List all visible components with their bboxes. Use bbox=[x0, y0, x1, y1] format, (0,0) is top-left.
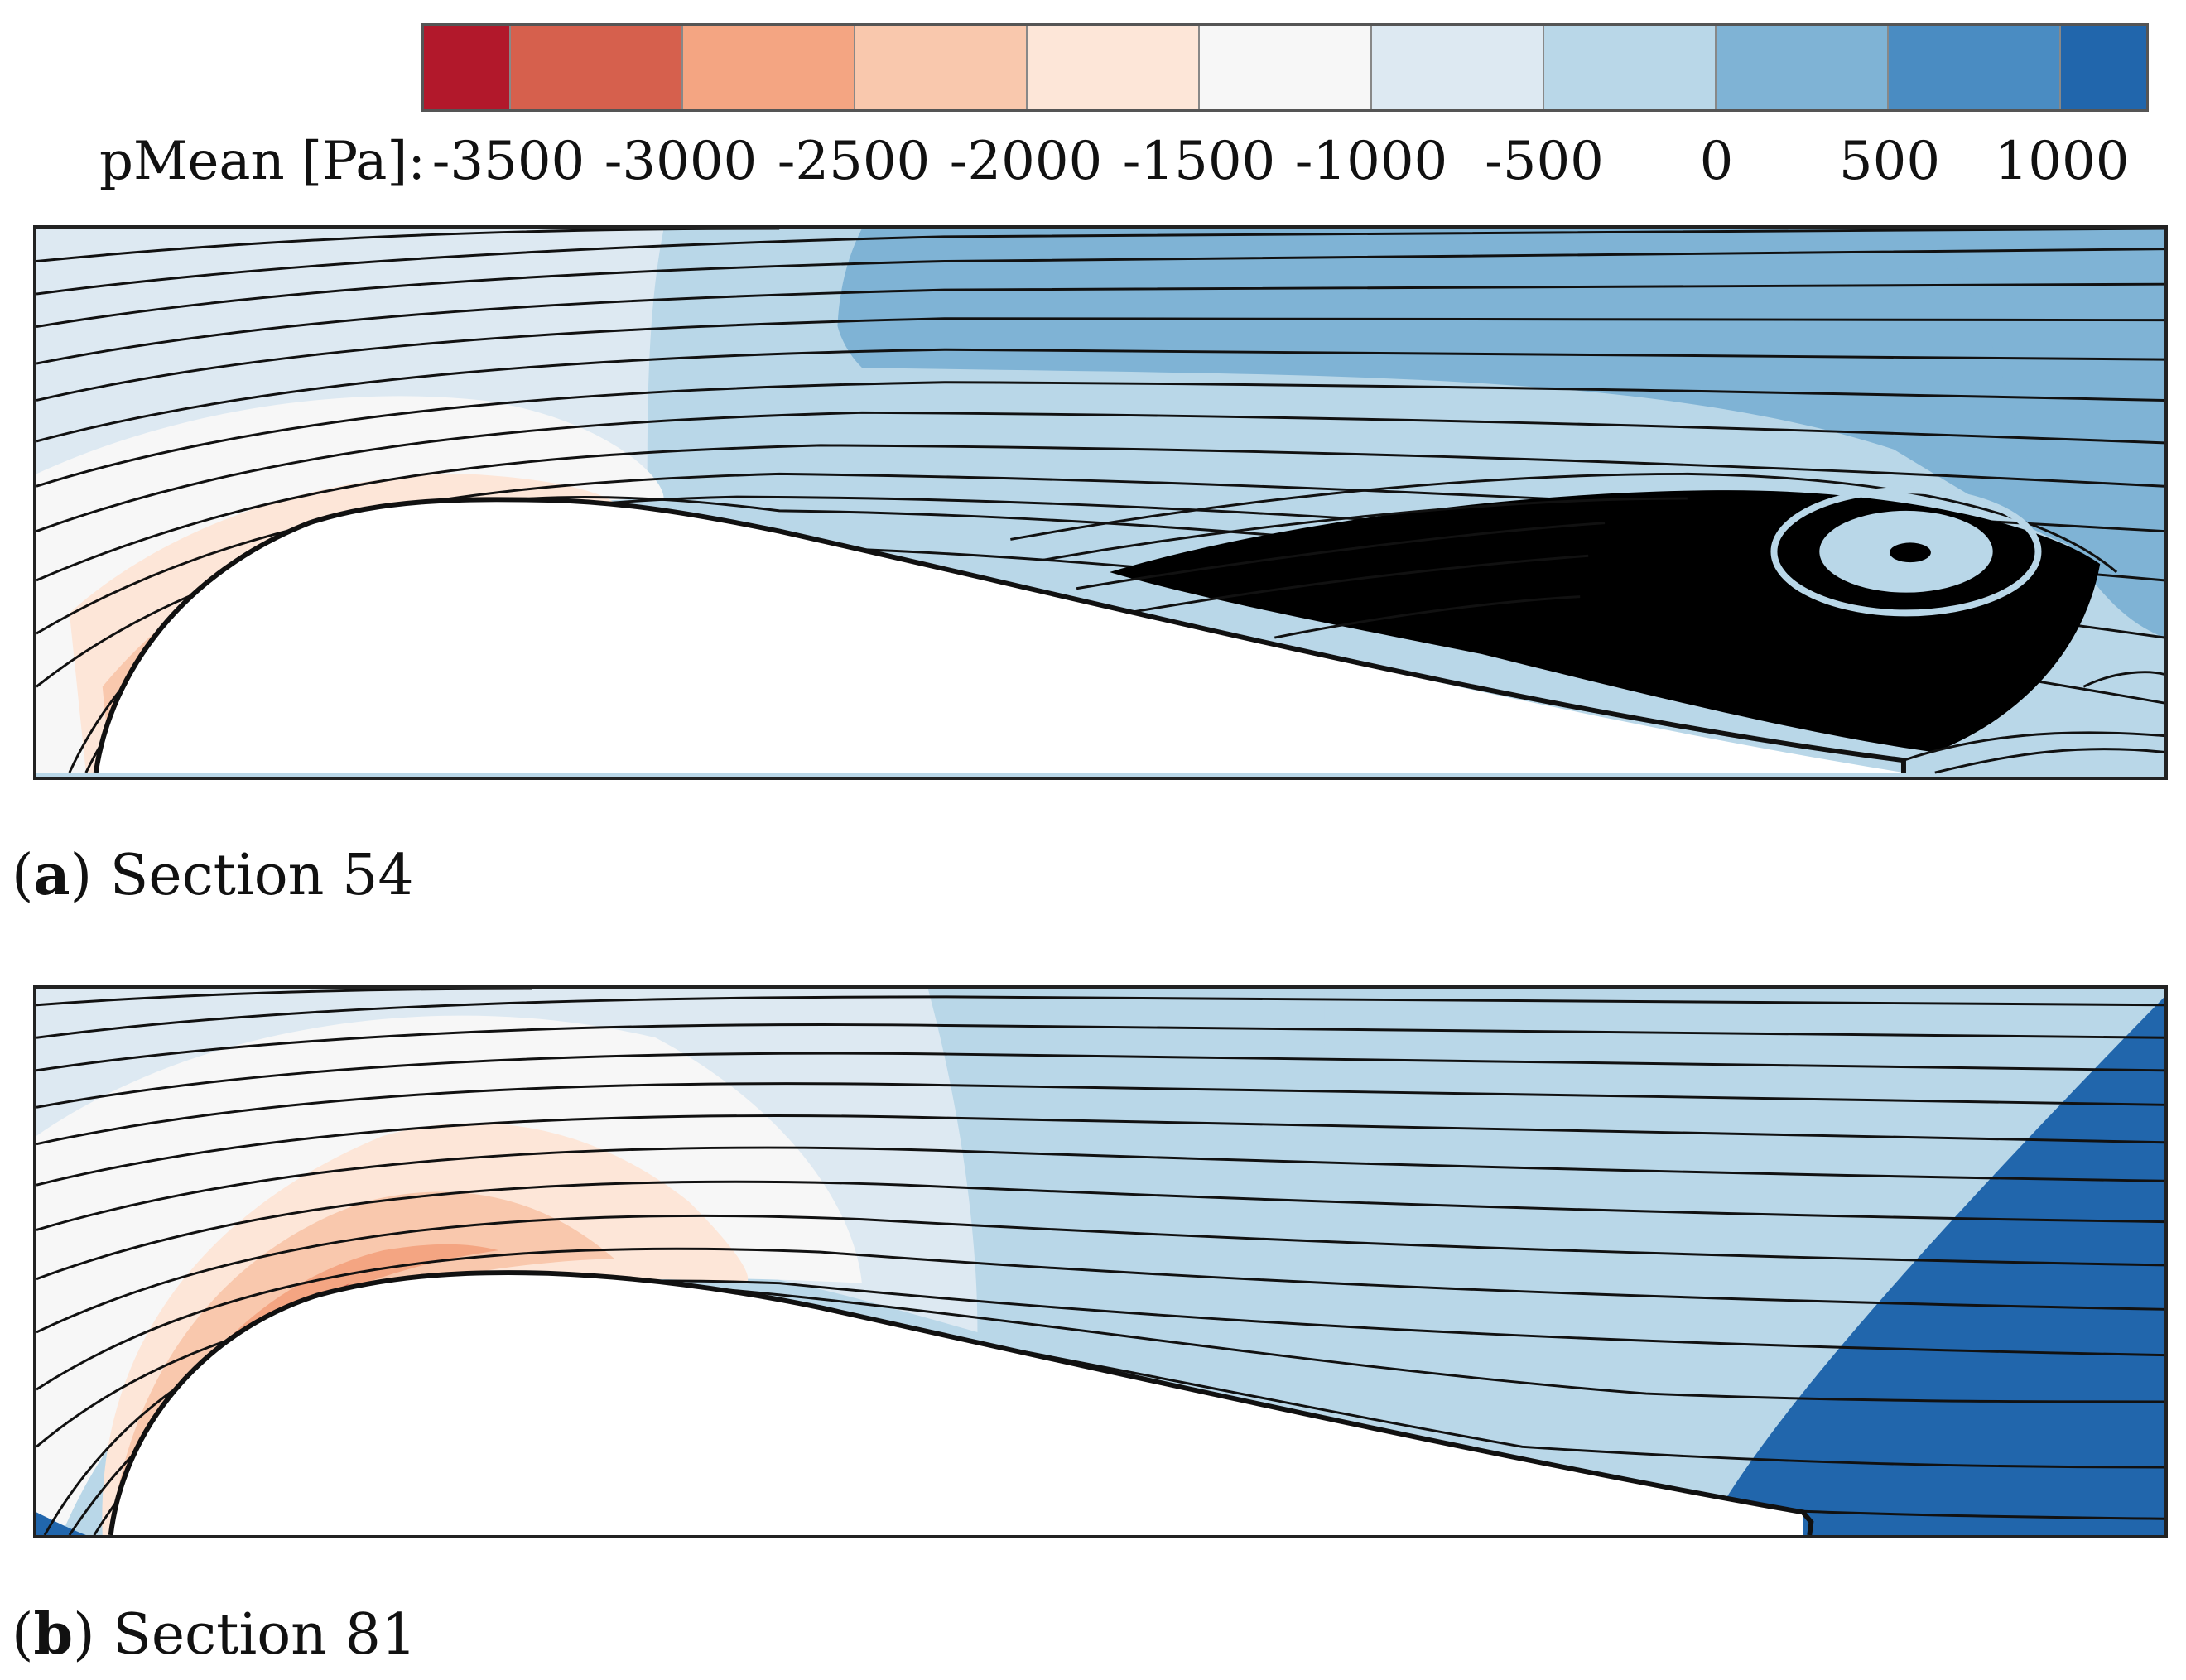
colorbar-segment bbox=[1372, 26, 1544, 109]
pressure-band bbox=[1934, 229, 2164, 638]
contour-plot bbox=[36, 229, 2164, 777]
colorbar-tick-label: -3500 bbox=[431, 131, 585, 192]
contour-plot bbox=[36, 989, 2164, 1535]
separation-vortex bbox=[1010, 472, 2118, 753]
colorbar-tick-label: -1500 bbox=[1122, 131, 1276, 192]
colorbar-segment bbox=[511, 26, 683, 109]
colorbar-segment bbox=[1544, 26, 1717, 109]
colorbar-segment bbox=[1889, 26, 2061, 109]
pressure-contour-panel-section-54 bbox=[33, 225, 2168, 780]
pressure-band bbox=[102, 1123, 749, 1535]
pressure-contour-panel-section-81 bbox=[33, 985, 2168, 1538]
colorbar-segment bbox=[1200, 26, 1372, 109]
panel-caption: (a) Section 54 bbox=[12, 842, 414, 908]
colorbar-segment bbox=[2061, 26, 2146, 109]
colorbar-tick-label: -500 bbox=[1485, 131, 1604, 192]
colorbar-tick-label: 1000 bbox=[1994, 131, 2130, 192]
colorbar-tick-label: -2000 bbox=[949, 131, 1103, 192]
colorbar-tick-label: -1000 bbox=[1294, 131, 1448, 192]
pressure-band bbox=[110, 1191, 614, 1535]
airfoil-surface bbox=[93, 497, 1906, 773]
panel-title: Section 81 bbox=[113, 1602, 417, 1668]
colorbar-title: pMean [Pa]: bbox=[99, 131, 426, 192]
colorbar-tick-label: 0 bbox=[1699, 131, 1734, 192]
colorbar-tick-label: -3000 bbox=[604, 131, 758, 192]
airfoil-wall bbox=[95, 499, 1904, 773]
airfoil-surface bbox=[108, 1270, 1814, 1535]
airfoil-wall bbox=[110, 1273, 1803, 1535]
colorbar-tick-label: -2500 bbox=[777, 131, 931, 192]
colorbar-segment bbox=[424, 26, 511, 109]
colorbar-segment bbox=[1717, 26, 1889, 109]
colorbar-tick-label: 500 bbox=[1838, 131, 1941, 192]
pressure-band bbox=[834, 229, 2164, 572]
colorbar-segment bbox=[855, 26, 1028, 109]
wake-streamlines bbox=[1903, 671, 2164, 774]
panel-title: Section 54 bbox=[109, 843, 414, 908]
colorbar bbox=[421, 23, 2149, 112]
colorbar-segment bbox=[683, 26, 855, 109]
panel-letter: b bbox=[33, 1601, 74, 1668]
panel-caption: (b) Section 81 bbox=[12, 1601, 417, 1668]
panel-letter: a bbox=[33, 842, 70, 908]
colorbar-segment bbox=[1028, 26, 1200, 109]
